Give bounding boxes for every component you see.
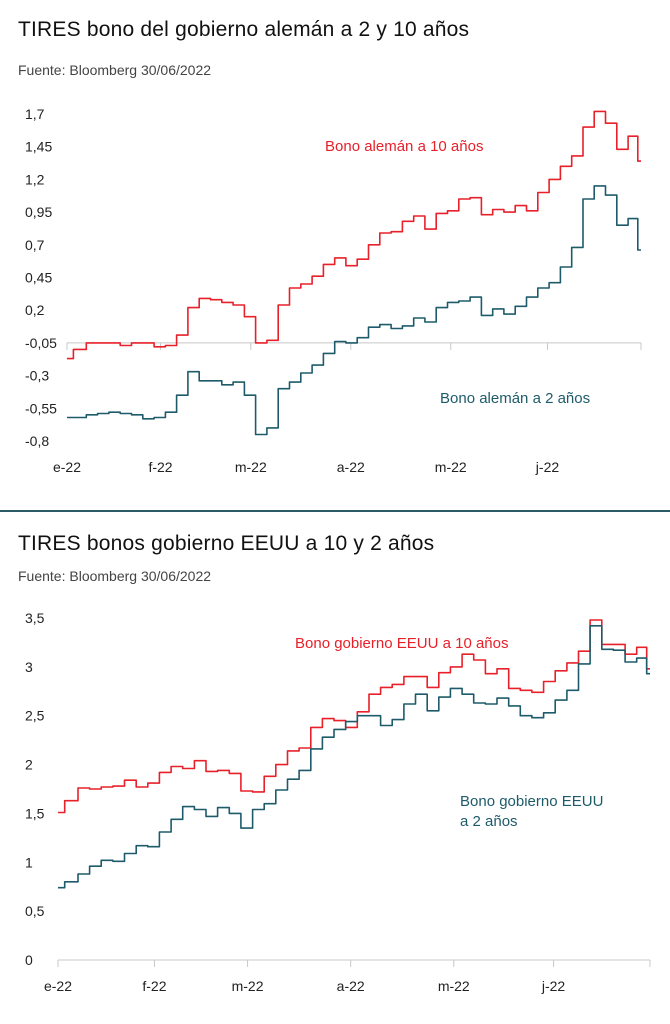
series-label: Bono gobierno EEUU bbox=[460, 793, 603, 810]
y-tick-label: 2 bbox=[25, 757, 33, 773]
chart-panel-german-bonds: TIRES bono del gobierno alemán a 2 y 10 … bbox=[0, 0, 670, 500]
chart-source: Fuente: Bloomberg 30/06/2022 bbox=[18, 568, 212, 584]
x-tick-label: m-22 bbox=[232, 978, 264, 994]
x-tick-label: m-22 bbox=[235, 459, 267, 475]
x-tick-label: a-22 bbox=[337, 459, 365, 475]
x-tick-label: m-22 bbox=[438, 978, 470, 994]
y-tick-label: 1 bbox=[25, 854, 33, 870]
series-label: a 2 años bbox=[460, 813, 518, 830]
series-label: Bono gobierno EEUU a 10 años bbox=[295, 635, 508, 652]
y-tick-label: -0,05 bbox=[25, 335, 57, 351]
y-tick-label: 1,7 bbox=[25, 106, 45, 122]
y-tick-label: -0,55 bbox=[25, 400, 57, 416]
series-line bbox=[58, 625, 650, 889]
y-tick-label: 0,2 bbox=[25, 302, 45, 318]
y-tick-label: 0,7 bbox=[25, 237, 45, 253]
y-tick-label: 0,95 bbox=[25, 204, 52, 220]
us-bonds-chart: 3,5 3 2,5 2 1,5 1 0,5 0 e-22 f-22 m-22 a-22 m-22 j-22… bbox=[25, 610, 651, 994]
chart-title: TIRES bonos gobierno EEUU a 10 y 2 años bbox=[18, 532, 435, 555]
y-tick-label: 1,2 bbox=[25, 171, 45, 187]
x-tick-label: e-22 bbox=[44, 978, 72, 994]
y-tick-label: 3 bbox=[25, 659, 33, 675]
y-tick-label: 2,5 bbox=[25, 708, 45, 724]
series-line bbox=[58, 619, 650, 814]
x-tick-label: f-22 bbox=[142, 978, 166, 994]
x-tick-label: j-22 bbox=[535, 459, 560, 475]
y-tick-label: 1,5 bbox=[25, 805, 45, 821]
y-tick-label: -0,8 bbox=[25, 433, 49, 449]
chart-source: Fuente: Bloomberg 30/06/2022 bbox=[18, 62, 212, 78]
series-line bbox=[67, 110, 641, 360]
series-label: Bono alemán a 10 años bbox=[325, 138, 483, 155]
x-tick-label: m-22 bbox=[435, 459, 467, 475]
x-tick-label: j-22 bbox=[541, 978, 566, 994]
y-tick-label: 3,5 bbox=[25, 610, 45, 626]
y-tick-label: 0 bbox=[25, 952, 33, 968]
section-divider bbox=[0, 510, 670, 512]
y-tick-label: -0,3 bbox=[25, 368, 49, 384]
y-tick-label: 1,45 bbox=[25, 139, 52, 155]
series-label: Bono alemán a 2 años bbox=[440, 390, 590, 407]
y-tick-label: 0,5 bbox=[25, 903, 45, 919]
series-line bbox=[67, 185, 641, 436]
x-tick-label: e-22 bbox=[53, 459, 81, 475]
chart-title: TIRES bono del gobierno alemán a 2 y 10 … bbox=[18, 18, 470, 41]
chart-panel-us-bonds: TIRES bonos gobierno EEUU a 10 y 2 años … bbox=[0, 510, 670, 1024]
german-bonds-chart: 1,7 1,45 1,2 0,95 0,7 0,45 0,2 -0,05 -0,3 -0,55 -0… bbox=[25, 106, 642, 475]
y-tick-label: 0,45 bbox=[25, 270, 52, 286]
x-tick-label: a-22 bbox=[337, 978, 365, 994]
x-tick-label: f-22 bbox=[148, 459, 172, 475]
